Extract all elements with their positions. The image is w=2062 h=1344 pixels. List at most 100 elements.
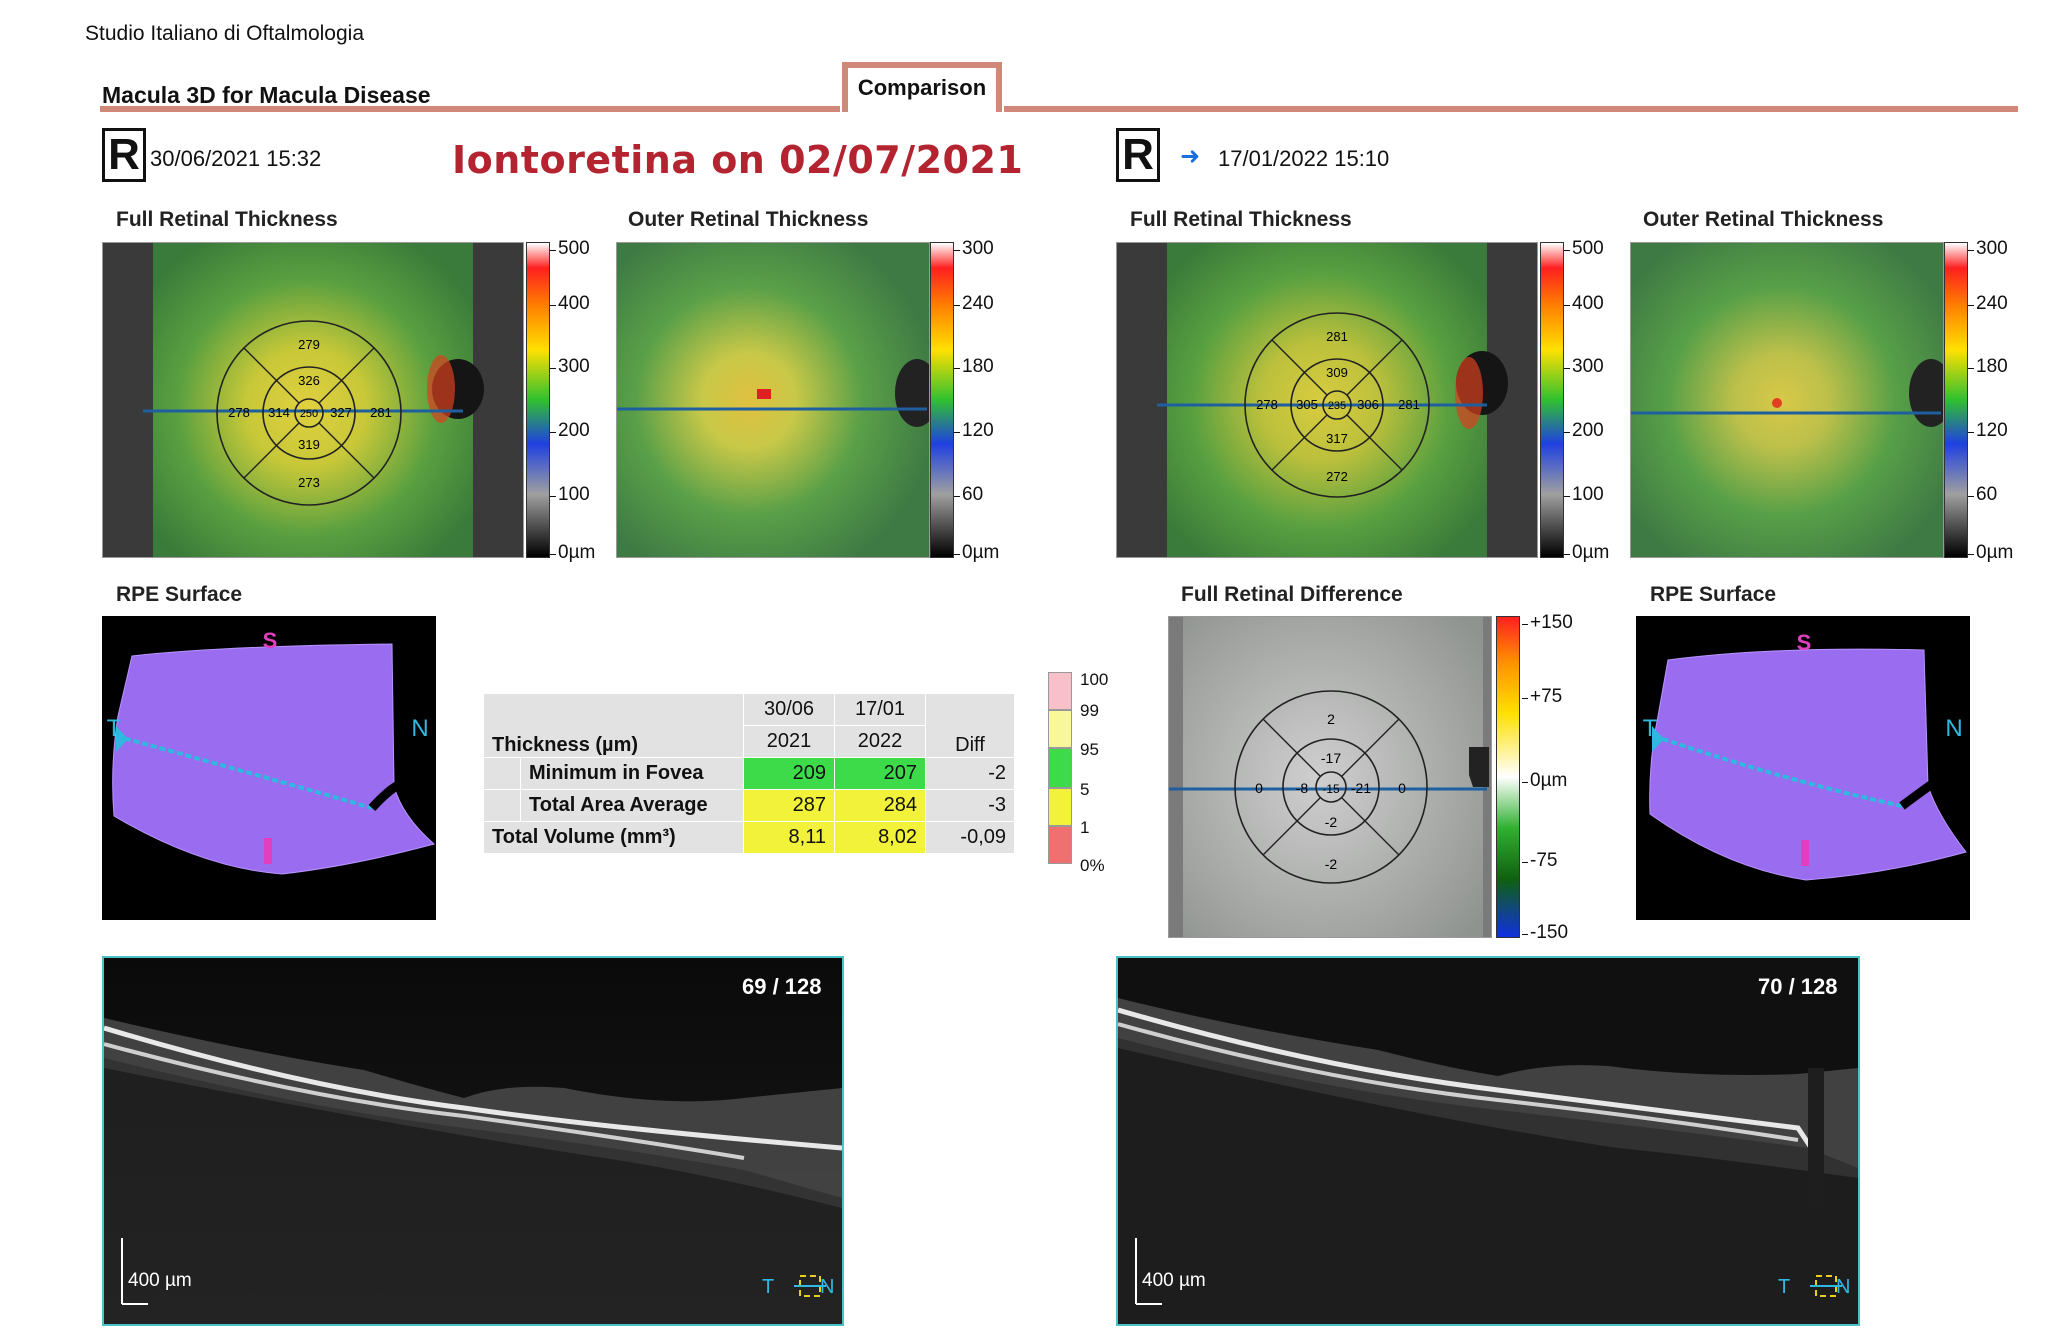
orient-t: T <box>107 715 122 742</box>
etdrs-nasal-outer: 281 <box>1398 397 1420 412</box>
legend-label-100: 100 <box>1080 670 1109 689</box>
full-thickness-map-right: 281 309 278 305 235 306 281 317 272 <box>1116 242 1538 558</box>
diff-nasal-outer: 0 <box>1398 780 1406 796</box>
tick-full-right-1: 400 <box>1564 293 1604 314</box>
outer-thickness-colorbar-right <box>1944 242 1968 558</box>
outer-thickness-map-left <box>616 242 930 558</box>
diff-temp-outer: 0 <box>1255 780 1263 796</box>
tick-full-left-2: 300 <box>550 356 590 377</box>
legend-swatch-light-yellow <box>1048 710 1072 748</box>
etdrs-sup-inner: 309 <box>1326 365 1348 380</box>
bscan-orient-t-left: T <box>762 1276 775 1298</box>
legend-label-95: 95 <box>1080 740 1099 759</box>
diff-temp-inner: -8 <box>1296 780 1309 796</box>
tick-full-left-4: 100 <box>550 484 590 505</box>
bscan-orient-n-left: N <box>820 1276 835 1298</box>
diff-inf-inner: -2 <box>1325 814 1338 830</box>
diff-inf-outer: -2 <box>1325 856 1338 872</box>
table-date2-year: 2022 <box>834 725 926 758</box>
annotation-text: Iontoretina on 02/07/2021 <box>452 138 1024 182</box>
tick-diff-4: -150 <box>1521 922 1569 943</box>
oct-bscan-left[interactable] <box>102 956 844 1326</box>
tick-full-left-0: 500 <box>550 238 590 259</box>
orient-s: S <box>1797 630 1812 655</box>
legend-swatch-red <box>1048 826 1072 864</box>
etdrs-inf-outer: 273 <box>298 475 320 490</box>
rpe-label-right: RPE Surface <box>1650 583 1777 606</box>
etdrs-temp-outer: 278 <box>1256 397 1278 412</box>
full-thickness-colorbar-right <box>1540 242 1564 558</box>
row-value-2: 8,02 <box>834 821 926 854</box>
tick-diff-2: 0µm <box>1521 770 1568 791</box>
eye-badge-left: R <box>102 128 146 182</box>
tick-full-right-5: 0µm <box>1563 542 1610 563</box>
tick-diff-3: -75 <box>1521 850 1558 871</box>
etdrs-temp-outer: 278 <box>228 405 250 420</box>
full-difference-map: 2 -17 0 -8 -15 -21 0 -2 -2 <box>1168 616 1492 938</box>
tick-outer-right-4: 60 <box>1967 484 1998 505</box>
scale-bar-right: 400 µm <box>1142 1270 1206 1291</box>
scan-counter-right: 70 / 128 <box>1758 974 1838 999</box>
row-label: Total Volume (mm³) <box>483 821 744 854</box>
outer-thickness-colorbar-left <box>930 242 954 558</box>
etdrs-temp-inner: 314 <box>268 405 290 420</box>
tick-outer-right-0: 300 <box>1968 238 2008 259</box>
diff-nasal-inner: -21 <box>1351 780 1371 796</box>
tick-outer-left-0: 300 <box>954 238 994 259</box>
row-label: Minimum in Fovea <box>520 757 744 790</box>
etdrs-inf-outer: 272 <box>1326 469 1348 484</box>
percentile-legend <box>1048 672 1072 864</box>
tick-outer-left-3: 120 <box>954 420 994 441</box>
table-date2-day: 17/01 <box>834 693 926 726</box>
tick-outer-left-5: 0µm <box>953 542 1000 563</box>
etdrs-center: 235 <box>1328 400 1346 412</box>
tick-full-left-3: 200 <box>550 420 590 441</box>
orient-n: N <box>1945 715 1962 742</box>
tick-outer-left-1: 240 <box>954 293 994 314</box>
row-value-1: 287 <box>743 789 835 822</box>
tick-outer-left-2: 180 <box>954 356 994 377</box>
tick-full-right-4: 100 <box>1564 484 1604 505</box>
oct-bscan-right[interactable] <box>1116 956 1860 1326</box>
row-diff: -2 <box>925 757 1015 790</box>
legend-swatch-pink <box>1048 672 1072 710</box>
follow-up-arrow-icon: ➜ <box>1180 143 1201 170</box>
row-value-1: 8,11 <box>743 821 835 854</box>
diff-sup-outer: 2 <box>1327 711 1335 727</box>
rpe-surface-right: S T N <box>1636 616 1970 920</box>
etdrs-sup-outer: 281 <box>1326 329 1348 344</box>
tick-outer-right-5: 0µm <box>1967 542 2014 563</box>
tick-diff-1: +75 <box>1521 686 1563 707</box>
etdrs-nasal-outer: 281 <box>370 405 392 420</box>
tick-full-right-2: 300 <box>1564 356 1604 377</box>
etdrs-sup-inner: 326 <box>298 373 320 388</box>
row-value-2: 284 <box>834 789 926 822</box>
exam-datetime-left: 30/06/2021 15:32 <box>150 146 322 171</box>
full-thickness-colorbar-left <box>526 242 550 558</box>
legend-label-5: 5 <box>1080 780 1090 799</box>
etdrs-inf-inner: 319 <box>298 437 320 452</box>
diff-center: -15 <box>1322 782 1340 796</box>
tick-outer-right-1: 240 <box>1968 293 2008 314</box>
clinic-name: Studio Italiano di Oftalmologia <box>85 22 364 45</box>
tick-full-left-5: 0µm <box>549 542 596 563</box>
tab-comparison[interactable]: Comparison <box>842 62 1002 112</box>
tick-outer-left-4: 60 <box>953 484 984 505</box>
bscan-orient-n-right: N <box>1836 1276 1851 1298</box>
table-date1-day: 30/06 <box>743 693 835 726</box>
outer-thickness-label-left: Outer Retinal Thickness <box>628 208 869 231</box>
difference-colorbar <box>1496 616 1520 938</box>
etdrs-temp-inner: 305 <box>1296 397 1318 412</box>
tick-full-right-3: 200 <box>1564 420 1604 441</box>
rpe-surface-left: S T N <box>102 616 436 920</box>
exam-datetime-right: 17/01/2022 15:10 <box>1218 146 1390 171</box>
diff-sup-inner: -17 <box>1321 750 1341 766</box>
outer-thickness-map-right <box>1630 242 1944 558</box>
row-value-1: 209 <box>743 757 835 790</box>
table-header-label: Thickness (µm) <box>483 693 744 758</box>
tick-full-right-0: 500 <box>1564 238 1604 259</box>
table-row: Total Area Average 287 284 -3 <box>483 789 1015 822</box>
legend-label-1: 1 <box>1080 818 1090 837</box>
legend-label-99: 99 <box>1080 701 1099 720</box>
tick-outer-right-3: 120 <box>1968 420 2008 441</box>
